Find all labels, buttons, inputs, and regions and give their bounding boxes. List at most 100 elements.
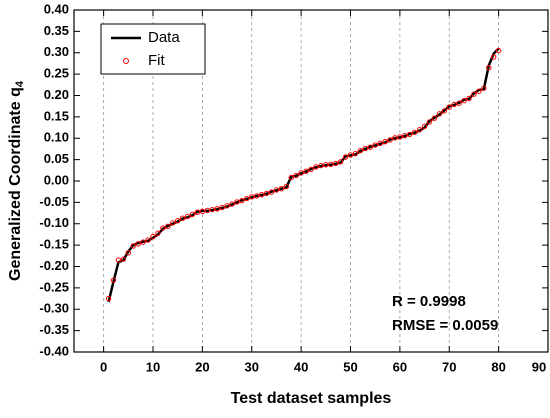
fit-marker [229,201,235,207]
y-tick-label: 0.00 [44,172,69,187]
fit-marker [402,132,408,139]
fit-marker [303,168,309,174]
fit-marker [313,164,319,170]
fit-marker [239,197,245,204]
fit-marker [244,195,250,202]
y-tick-label: 0.15 [44,108,69,123]
fit-marker [298,170,304,176]
legend-label: Fit [148,52,165,69]
fit-marker [318,162,324,169]
fit-marker [105,295,112,302]
fit-marker [179,215,186,221]
fit-marker [283,183,290,190]
y-tick-label: 0.05 [44,151,69,166]
fit-marker [293,172,299,179]
fit-marker [160,225,166,231]
fit-marker [209,206,215,213]
y-axis-label-text: Generalized Coordinate q [7,87,24,281]
fit-marker [170,220,176,226]
fit-marker [397,134,403,140]
annotation: R = 0.9998 [392,293,466,310]
fit-marker [288,174,294,181]
fit-marker [421,123,428,129]
fit-marker [199,208,206,215]
fit-marker [352,150,359,157]
fit-marker [204,207,211,214]
fit-marker [377,140,383,147]
fit-marker [174,218,181,224]
fit-marker [451,101,457,108]
x-tick-label: 60 [393,359,407,374]
fit-marker [278,185,285,192]
y-tick-label: 0.20 [44,87,69,102]
y-tick-label: -0.15 [39,237,69,252]
fit-marker [362,145,369,152]
fit-marker [456,100,462,106]
fit-marker [145,237,151,243]
x-tick-label: 40 [294,359,308,374]
fit-marker [219,204,225,211]
y-tick-label: 0.10 [44,130,69,145]
y-tick-label: -0.05 [39,194,69,209]
fit-marker [125,250,132,256]
legend-label: Data [148,29,180,46]
annotation: RMSE = 0.0059 [392,317,498,334]
y-tick-label: -0.20 [39,258,69,273]
fit-marker [234,199,240,205]
fit-marker [382,138,388,145]
fit-marker [253,193,260,199]
fit-marker [337,159,344,165]
fit-marker [411,129,418,135]
fit-marker [490,54,497,60]
y-tick-label: -0.30 [39,301,69,316]
x-axis-label: Test dataset samples [231,390,392,407]
fit-marker [426,119,433,125]
y-axis-label: Generalized Coordinate q4 [7,80,26,281]
fit-marker [268,189,275,195]
legend-box [100,23,206,75]
fit-marker [224,203,230,209]
y-tick-label: 0.40 [44,1,69,16]
fit-marker [135,241,141,247]
y-tick-label: 0.25 [44,66,69,81]
x-tick-label: 70 [442,359,456,374]
x-tick-label: 50 [343,359,357,374]
fit-marker [130,243,136,249]
fit-marker [110,277,117,283]
fit-marker [367,144,373,150]
fit-marker [481,85,487,91]
legend-marker [123,58,129,64]
x-tick-label: 0 [100,359,107,374]
fit-marker [461,97,467,104]
fit-marker [328,161,334,168]
x-tick-label: 80 [491,359,505,374]
fit-marker [486,65,492,71]
fit-marker [155,230,161,236]
fit-marker [189,211,196,218]
fit-marker [416,127,423,133]
fit-marker [436,111,443,117]
y-tick-label: -0.25 [39,279,69,294]
legend: Data Fit [100,23,206,75]
fit-marker [308,166,314,173]
fit-marker [372,142,378,148]
x-tick-label: 90 [532,359,546,374]
y-tick-label: 0.35 [44,23,69,38]
fit-marker [392,135,398,141]
y-tick-label: 0.30 [44,44,69,59]
fit-marker [476,88,482,94]
fit-marker [263,190,270,197]
fit-marker [441,108,448,114]
fit-marker [184,213,191,220]
fit-marker [347,152,354,158]
y-tick-label: -0.40 [39,343,69,358]
x-tick-label: 30 [245,359,259,374]
y-tick-label: -0.10 [39,215,69,230]
fit-marker [150,233,156,240]
x-tick-label: 20 [195,359,209,374]
fit-marker [495,47,502,54]
y-axis-label-subscript: 4 [14,80,26,87]
fit-marker [194,209,201,215]
fit-marker [214,206,220,212]
